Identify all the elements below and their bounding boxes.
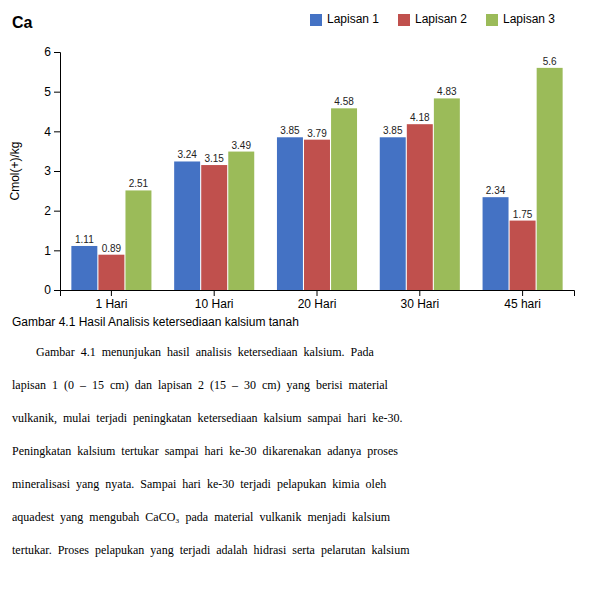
y-tick-label: 5 <box>44 85 51 99</box>
data-labels: 1.11 3.24 3.85 3.85 2.34 0.89 3.15 3.79 4.18 1.75… <box>75 56 557 254</box>
plot: 0 1 2 3 4 5 6 1 Hari 10 Hari 20 Hari 30 Hari 45 har… <box>44 45 574 310</box>
data-label: 3.85 <box>280 125 300 136</box>
x-tick-mark <box>317 290 318 296</box>
caption: Gambar 4.1 Hasil Analisis ketersediaan k… <box>12 315 299 329</box>
y-axis: 0 1 2 3 4 5 6 <box>44 45 60 297</box>
paragraph-line: lapisan 1 (0 – 15 cm) dan lapisan 2 (15 … <box>12 378 389 392</box>
legend-label: Lapisan 3 <box>503 12 555 26</box>
bar <box>277 137 303 290</box>
x-tick: 20 Hari <box>298 290 337 311</box>
y-tick-mark <box>54 131 60 132</box>
paragraph-line: mineralisasi yang nyata. Sampai hari ke-… <box>12 477 386 491</box>
x-tick: 1 Hari <box>95 290 127 311</box>
bar <box>483 197 509 290</box>
bar <box>304 140 330 290</box>
y-tick: 3 <box>44 164 60 178</box>
data-label: 1.75 <box>513 209 533 220</box>
y-tick-mark <box>54 290 60 291</box>
x-tick: 45 hari <box>504 290 541 311</box>
y-tick-mark <box>54 211 60 212</box>
legend-label: Lapisan 1 <box>327 12 379 26</box>
data-label: 2.51 <box>129 178 149 189</box>
data-label: 4.18 <box>410 112 430 123</box>
y-tick: 6 <box>44 45 60 59</box>
legend-swatch <box>310 14 322 26</box>
x-tick-label: 10 Hari <box>195 297 234 311</box>
data-label: 3.49 <box>232 140 252 151</box>
y-tick: 4 <box>44 125 60 139</box>
legend-swatch <box>486 14 498 26</box>
legend: Lapisan 1 Lapisan 2 Lapisan 3 <box>310 12 555 26</box>
bar <box>98 255 124 290</box>
data-label: 5.6 <box>543 56 557 67</box>
data-label: 0.89 <box>102 243 122 254</box>
data-label: 3.15 <box>204 153 224 164</box>
y-tick-label: 3 <box>44 164 51 178</box>
x-tick-mark <box>522 290 523 296</box>
paragraph-line: Gambar 4.1 menunjukan hasil analisis ket… <box>12 345 375 359</box>
x-tick: 30 Hari <box>400 290 439 311</box>
bar <box>407 124 433 290</box>
data-label: 1.11 <box>75 234 94 245</box>
data-label: 4.83 <box>437 86 457 97</box>
data-label: 3.85 <box>383 125 403 136</box>
bar <box>228 152 254 290</box>
bar <box>71 246 97 290</box>
legend-item: Lapisan 1 <box>310 12 379 26</box>
y-tick-label: 6 <box>44 45 51 59</box>
x-tick-mark <box>111 290 112 296</box>
bar <box>201 165 227 290</box>
legend-item: Lapisan 2 <box>398 12 467 26</box>
bar <box>510 221 536 290</box>
series <box>125 68 562 290</box>
x-tick-mark <box>419 290 420 296</box>
y-tick-label: 0 <box>44 283 51 297</box>
x-tick-mark <box>214 290 215 296</box>
y-tick-mark <box>54 52 60 53</box>
bar <box>331 108 357 290</box>
paragraph-line: Peningkatan kalsium tertukar sampai hari… <box>12 444 398 458</box>
data-label: 3.79 <box>307 128 327 139</box>
data-label: 2.34 <box>486 185 506 196</box>
y-tick-label: 1 <box>44 244 51 258</box>
bar <box>174 161 200 290</box>
paragraph-line: vulkanik, mulai terjadi peningkatan kete… <box>12 411 403 425</box>
y-tick-mark <box>54 171 60 172</box>
data-label: 4.58 <box>334 96 354 107</box>
x-axis: 1 Hari 10 Hari 20 Hari 30 Hari 45 hari <box>61 290 575 311</box>
paragraph-line: tertukar. Proses pelapukan yang terjadi … <box>12 543 410 557</box>
x-tick: 10 Hari <box>195 290 234 311</box>
y-axis-title: Cmol(+)/kg <box>8 141 22 200</box>
bars <box>71 68 562 290</box>
y-tick-mark <box>54 92 60 93</box>
legend-swatch <box>398 14 410 26</box>
bar <box>380 137 406 290</box>
x-tick-label: 45 hari <box>504 297 541 311</box>
legend-item: Lapisan 3 <box>486 12 555 26</box>
y-tick: 2 <box>44 204 60 218</box>
y-tick: 5 <box>44 85 60 99</box>
paragraph-line: aquadest yang mengubah CaCO₃ pada materi… <box>12 510 391 524</box>
x-axis-line <box>61 291 575 297</box>
bar <box>434 98 460 290</box>
x-tick-label: 1 Hari <box>95 297 127 311</box>
series <box>98 124 535 290</box>
x-tick-label: 20 Hari <box>298 297 337 311</box>
y-tick: 1 <box>44 244 60 258</box>
legend-label: Lapisan 2 <box>415 12 467 26</box>
y-axis-line <box>54 53 61 291</box>
y-tick-label: 4 <box>44 125 51 139</box>
y-tick-label: 2 <box>44 204 51 218</box>
data-label: 3.24 <box>177 149 197 160</box>
y-tick: 0 <box>44 283 60 297</box>
chart: 0 1 2 3 4 5 6 1 Hari 10 Hari 20 Hari 30 Hari 45 har… <box>0 0 594 602</box>
bar <box>537 68 563 290</box>
y-tick-mark <box>54 250 60 251</box>
x-tick-label: 30 Hari <box>400 297 439 311</box>
title: Ca <box>12 14 33 31</box>
bar <box>125 190 151 290</box>
